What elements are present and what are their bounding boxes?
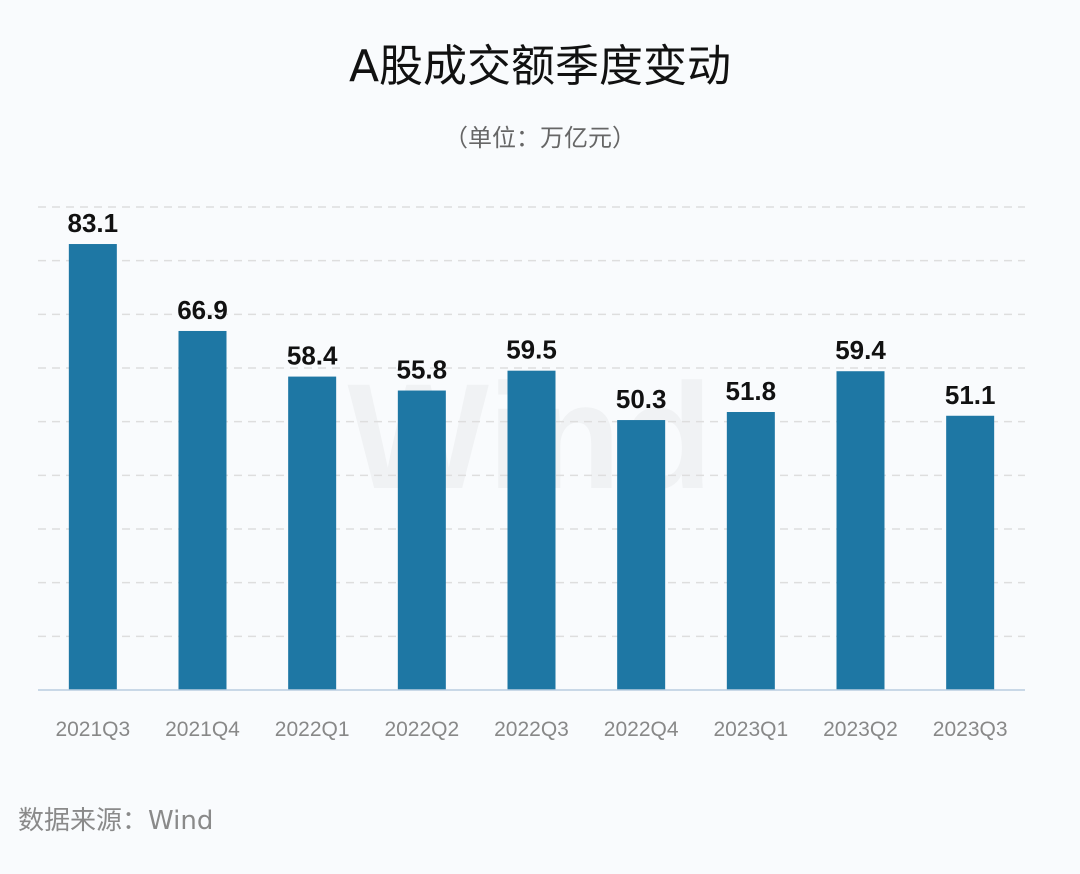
data-label: 66.9 — [177, 295, 228, 325]
data-label: 50.3 — [616, 384, 667, 414]
bar — [68, 244, 117, 690]
bar — [836, 371, 885, 690]
data-label: 83.1 — [68, 208, 119, 238]
bar — [397, 390, 446, 690]
bar — [507, 370, 556, 690]
x-tick-label: 2023Q2 — [823, 718, 898, 741]
data-label: 51.8 — [726, 376, 777, 406]
x-tick-label: 2022Q1 — [275, 718, 350, 741]
data-label: 51.1 — [945, 380, 996, 410]
bar — [178, 330, 227, 690]
chart-subtitle: （单位：万亿元） — [444, 124, 636, 152]
x-tick-label: 2021Q4 — [165, 718, 240, 741]
chart-title: A股成交额季度变动 — [348, 41, 732, 92]
x-tick-label: 2022Q2 — [384, 718, 459, 741]
bar — [288, 376, 337, 690]
x-tick-label: 2023Q3 — [933, 718, 1008, 741]
data-label: 59.4 — [835, 335, 886, 365]
source-note: 数据来源：Wind — [18, 806, 214, 836]
data-label: 55.8 — [397, 355, 448, 385]
data-label: 59.5 — [506, 335, 557, 365]
x-tick-label: 2022Q4 — [604, 718, 679, 741]
data-label: 58.4 — [287, 341, 338, 371]
bar — [617, 420, 666, 690]
x-tick-label: 2021Q3 — [55, 718, 130, 741]
x-tick-label: 2022Q3 — [494, 718, 569, 741]
x-tick-label: 2023Q1 — [713, 718, 788, 741]
bar — [726, 412, 775, 690]
bar — [946, 415, 995, 690]
